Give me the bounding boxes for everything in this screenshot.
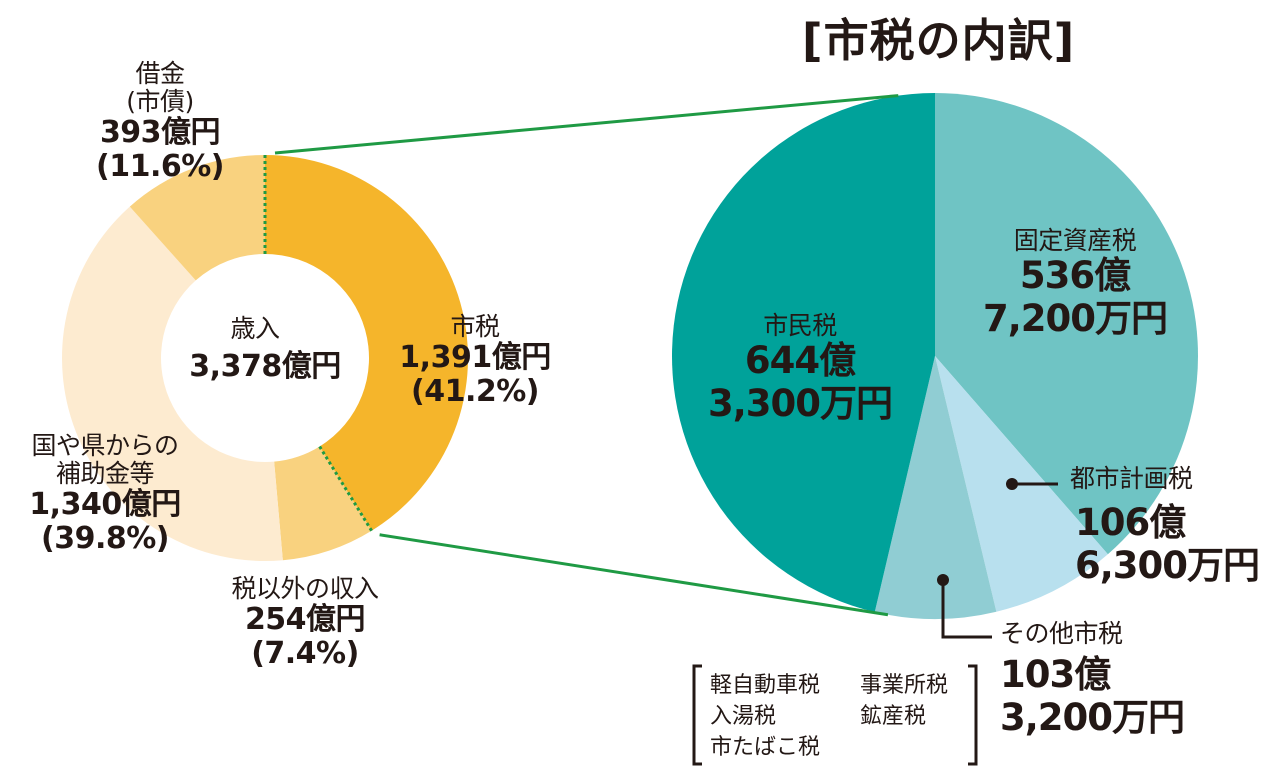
list-item: 事業所税 xyxy=(860,673,949,698)
donut-center-title: 歳入 xyxy=(230,314,280,343)
slice-label-other-tax: その他市税 xyxy=(1000,619,1123,648)
donut-center-total: 3,378億円 xyxy=(189,349,341,384)
slice-value-other-tax: 103億 3,200万円 xyxy=(1000,653,1185,739)
pie-slice xyxy=(672,93,935,613)
slice-label-debt: 借金 (市債) 393億円 (11.6%) xyxy=(96,59,225,184)
list-bracket-left xyxy=(692,664,702,766)
donut-divider-bottom xyxy=(318,445,373,532)
slice-label-shizei: 市税 1,391億円 (41.2%) xyxy=(399,312,551,409)
connector-line-bottom xyxy=(379,533,889,617)
slice-label-resident: 市民税 644億 3,300万円 xyxy=(707,311,893,425)
chart-title: [市税の内訳] xyxy=(802,14,1076,67)
donut-slice xyxy=(129,155,265,281)
list-item: 入湯税 xyxy=(710,704,777,729)
other-tax-list-col2: 事業所税 鉱産税 xyxy=(860,670,948,732)
slice-value-city-planning: 106億 6,300万円 xyxy=(1075,501,1260,587)
slice-label-city-planning: 都市計画税 xyxy=(1070,464,1193,493)
donut-slice xyxy=(265,155,469,531)
slice-label-subsidy: 国や県からの 補助金等 1,340億円 (39.8%) xyxy=(29,431,181,556)
pie-slice xyxy=(874,356,997,619)
slice-label-fixed-asset: 固定資産税 536億 7,200万円 xyxy=(982,226,1168,340)
slice-label-other-income: 税以外の収入 254億円 (7.4%) xyxy=(231,574,379,671)
pie-slice xyxy=(935,93,1198,555)
list-item: 軽自動車税 xyxy=(710,673,821,698)
list-item: 鉱産税 xyxy=(860,704,927,729)
donut-slice xyxy=(274,446,372,561)
donut-slice xyxy=(61,206,283,561)
list-item: 市たばこ税 xyxy=(710,735,821,760)
other-tax-list-col1: 軽自動車税 入湯税 市たばこ税 xyxy=(710,670,820,763)
list-bracket-right xyxy=(968,664,978,766)
connector-line-top xyxy=(274,94,899,155)
leader-line-other-tax xyxy=(941,580,992,639)
